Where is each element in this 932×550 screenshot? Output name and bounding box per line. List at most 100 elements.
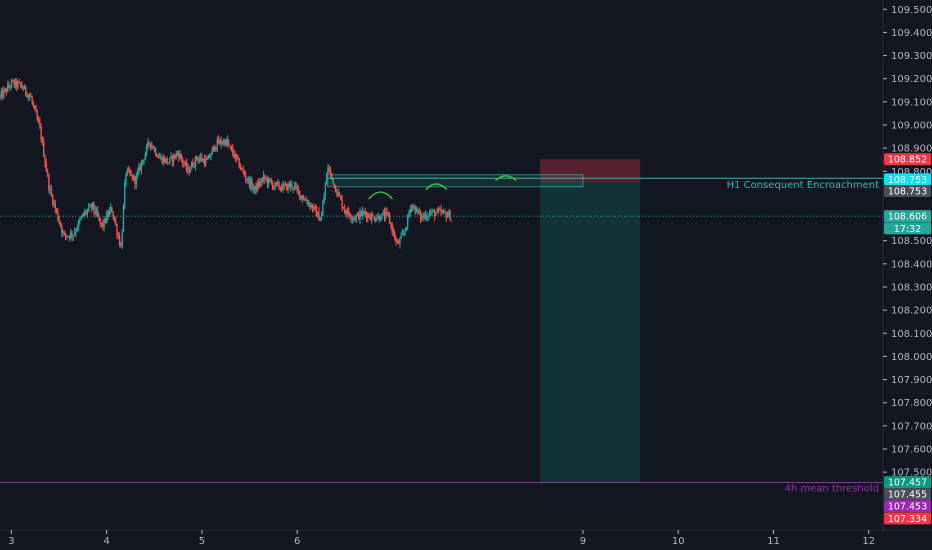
candle-body <box>134 176 136 185</box>
candle-body <box>298 190 301 198</box>
candle-body <box>418 211 420 213</box>
candle-body <box>34 105 36 108</box>
candle-body <box>88 206 90 211</box>
price-badge-label: 108.606 <box>888 212 927 223</box>
candle-body <box>441 211 444 213</box>
candle-body <box>376 218 378 221</box>
price-badge-label: 17:32 <box>894 224 921 235</box>
candle-body <box>360 211 363 216</box>
candle-body <box>129 170 131 174</box>
candle-body <box>76 228 78 231</box>
candle-body <box>103 218 105 227</box>
stop-loss-zone[interactable] <box>540 159 641 183</box>
candle-body <box>269 178 271 181</box>
swing-high-arc[interactable] <box>494 175 517 182</box>
candle-body <box>293 185 296 189</box>
candle-body <box>241 168 243 170</box>
y-tick-label: 108.900 <box>891 144 932 155</box>
candle-body <box>18 82 20 84</box>
candle-body <box>417 208 419 213</box>
candle-body <box>225 139 228 146</box>
candle-body <box>115 220 117 225</box>
y-tick-label: 109.000 <box>891 120 932 131</box>
candle-body <box>180 154 183 160</box>
candle-body <box>133 176 135 180</box>
candle-body <box>201 157 203 162</box>
candle-body <box>131 174 134 180</box>
candle-body <box>67 235 69 237</box>
candle-body <box>322 204 324 216</box>
candle-body <box>275 182 278 184</box>
candle-body <box>4 88 6 90</box>
candle-body <box>64 233 67 236</box>
candle-body <box>347 209 350 215</box>
candle-body <box>89 205 91 207</box>
swing-high-arc[interactable] <box>368 191 393 200</box>
candle-body <box>77 221 80 229</box>
candle-body <box>278 182 280 188</box>
candle-body <box>43 142 45 157</box>
candle-body <box>55 208 58 212</box>
candle-body <box>70 232 72 238</box>
candle-body <box>66 235 68 237</box>
x-tick-label: 4 <box>103 536 109 547</box>
candle-body <box>262 175 265 180</box>
candle-body <box>436 209 438 213</box>
candle-body <box>203 159 206 165</box>
candle-body <box>224 140 226 146</box>
candle-body <box>122 205 125 232</box>
candle-body <box>16 80 18 87</box>
candle-body <box>148 141 150 144</box>
candle-body <box>239 167 242 169</box>
y-tick-label: 108.400 <box>891 259 932 270</box>
x-tick-label: 11 <box>767 536 780 547</box>
candle-body <box>197 158 199 161</box>
fvg-zone[interactable] <box>327 174 584 188</box>
x-tick-label: 5 <box>199 536 205 547</box>
candle-body <box>53 203 55 205</box>
candle-body <box>192 162 194 167</box>
swing-high-arc[interactable] <box>425 183 448 191</box>
candle-body <box>37 119 40 123</box>
candle-body <box>259 181 261 187</box>
x-tick-label: 12 <box>862 536 875 547</box>
candle-body <box>147 141 149 146</box>
y-tick-label: 108.300 <box>891 282 932 293</box>
price-axis[interactable] <box>883 0 932 550</box>
candle-body <box>116 224 118 236</box>
candle-body <box>394 231 396 240</box>
candle-body <box>355 215 357 220</box>
candle-body <box>90 205 93 208</box>
candle-body <box>230 146 233 149</box>
price-badge <box>884 500 931 513</box>
candle-body <box>125 173 127 184</box>
candle-body <box>190 162 193 170</box>
candle-body <box>390 223 392 225</box>
candle-body <box>286 183 288 190</box>
candle-body <box>7 84 9 92</box>
candle-body <box>17 82 19 87</box>
take-profit-zone[interactable] <box>540 182 641 483</box>
candle-body <box>28 95 31 97</box>
candle-body <box>8 84 10 87</box>
candle-body <box>287 183 289 190</box>
candle-body <box>329 170 332 174</box>
candle-body <box>181 159 184 163</box>
candle-body <box>221 143 224 145</box>
candle-body <box>172 154 175 162</box>
candle-body <box>386 211 388 213</box>
y-tick-label: 107.500 <box>891 468 932 479</box>
y-tick-label: 107.800 <box>891 398 932 409</box>
candle-body <box>219 140 221 144</box>
candle-body <box>377 215 379 219</box>
candle-body <box>220 140 222 144</box>
candle-body <box>319 220 321 222</box>
candle-body <box>188 167 190 173</box>
candle-body <box>27 95 29 97</box>
candle-body <box>284 183 287 185</box>
candle-body <box>404 230 406 234</box>
candle-body <box>194 156 197 166</box>
candle-body <box>171 156 174 162</box>
